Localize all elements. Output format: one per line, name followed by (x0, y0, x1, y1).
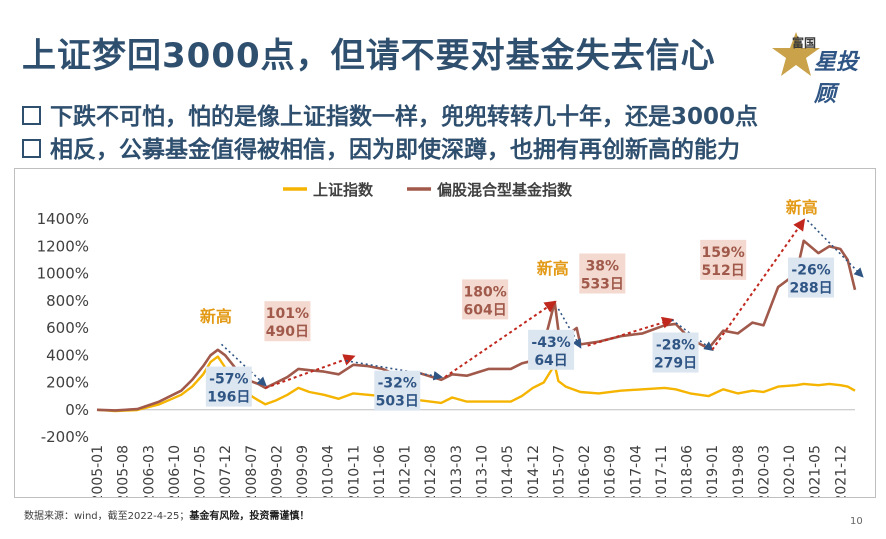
y-tick-label: -200% (41, 428, 89, 446)
x-tick-label: 2009-02 (269, 445, 285, 497)
loss-box (788, 257, 835, 298)
x-tick-label: 2015-07 (551, 445, 567, 497)
x-tick-label: 2007-12 (218, 445, 234, 497)
gain-arrow (587, 316, 675, 347)
source-text: 数据来源：wind，截至2022-4-25； (24, 511, 190, 522)
bullet-1: 下跌不可怕，怕的是像上证指数一样，兜兜转转几十年，还是3000点 (22, 97, 758, 131)
x-tick-label: 2005-01 (90, 445, 106, 497)
loss-box (374, 370, 421, 411)
x-tick-label: 2017-11 (654, 445, 670, 497)
series-line (96, 239, 857, 412)
chart-frame: -200% 0% 200% 400% 600% 800% 1000% 1200% 1400% 20… (14, 168, 876, 498)
loss-box (652, 332, 699, 373)
x-tick-label: 2012-08 (423, 445, 439, 497)
x-tick-label: 2010-11 (346, 445, 362, 497)
box-pct-label: 180% (464, 284, 507, 300)
x-tick-label: 2021-12 (833, 445, 849, 497)
box-pct-label: -28% (656, 338, 695, 354)
page-number: 10 (850, 516, 863, 527)
page-title: 上证梦回3000点，但请不要对基金失去信心 (22, 36, 716, 76)
x-tick-label: 2020-10 (782, 445, 798, 497)
x-tick-label: 2017-04 (628, 445, 644, 497)
box-pct-label: -57% (209, 372, 248, 388)
star-icon (772, 32, 820, 76)
source-note: 数据来源：wind，截至2022-4-25；基金有风险，投资需谨慎！ (24, 507, 309, 522)
box-days-label: 533日 (581, 277, 624, 293)
checkbox-icon (22, 106, 41, 125)
loss-arrow (345, 359, 444, 381)
new-high-label: 新高 (200, 307, 232, 326)
box-days-label: 64日 (534, 353, 567, 369)
risk-warning: 基金有风险，投资需谨慎！ (189, 511, 310, 522)
y-tick-label: 600% (46, 319, 89, 337)
new-high-label: 新高 (537, 259, 569, 278)
x-tick-label: 2014-12 (526, 445, 542, 497)
x-tick-label: 2018-06 (680, 445, 696, 497)
x-tick-label: 2012-01 (398, 445, 414, 497)
box-days-label: 279日 (654, 356, 697, 372)
x-tick-label: 2016-02 (577, 445, 593, 497)
x-tick-label: 2019-01 (705, 445, 721, 497)
y-tick-label: 0% (65, 401, 89, 419)
loss-box (205, 366, 252, 407)
loss-arrow (557, 308, 582, 349)
brand-logo: 富国 星投顾 (770, 30, 870, 107)
box-pct-label: -43% (531, 335, 570, 351)
x-tick-label: 2020-03 (756, 445, 772, 497)
box-days-label: 512日 (702, 263, 745, 279)
loss-arrow (220, 343, 267, 387)
box-days-label: 490日 (266, 324, 309, 340)
x-tick-label: 2006-10 (167, 445, 183, 497)
x-tick-label: 2005-08 (116, 445, 132, 497)
x-tick-label: 2008-07 (244, 445, 260, 497)
y-tick-label: 800% (46, 292, 89, 310)
x-tick-label: 2013-03 (449, 445, 465, 497)
x-tick-label: 2016-09 (603, 445, 619, 497)
legend-label: 偏股混合型基金指数 (437, 181, 573, 199)
x-tick-label: 2011-06 (372, 445, 388, 497)
logo-big-text: 星投顾 (814, 50, 859, 107)
new-high-label: 新高 (786, 198, 818, 217)
gain-box (579, 253, 626, 294)
box-days-label: 503日 (376, 394, 419, 410)
x-tick-label: 2013-10 (474, 445, 490, 497)
x-tick-label: 2010-04 (321, 445, 337, 497)
x-tick-label: 2009-09 (295, 445, 311, 497)
y-tick-label: 400% (46, 346, 89, 364)
line-chart: -200% 0% 200% 400% 600% 800% 1000% 1200% 1400% 20… (37, 181, 864, 497)
box-pct-label: 38% (586, 259, 620, 275)
box-pct-label: 101% (266, 306, 309, 322)
box-days-label: 604日 (464, 302, 507, 318)
x-tick-label: 2007-05 (193, 445, 209, 497)
loss-arrow (806, 219, 864, 278)
x-tick-label: 2014-05 (500, 445, 516, 497)
gain-box (462, 279, 509, 320)
box-days-label: 196日 (207, 390, 250, 406)
x-tick-label: 2021-05 (808, 445, 824, 497)
loss-box (528, 329, 575, 370)
box-days-label: 288日 (789, 281, 832, 297)
gain-box (264, 301, 311, 342)
box-pct-label: -26% (791, 263, 830, 279)
gain-arrow (444, 300, 557, 378)
box-pct-label: 159% (702, 245, 745, 261)
y-tick-label: 1400% (37, 210, 89, 228)
legend-label: 上证指数 (313, 181, 374, 199)
box-pct-label: -32% (378, 376, 417, 392)
x-tick-label: 2006-03 (141, 445, 157, 497)
y-tick-label: 1000% (37, 265, 89, 283)
gain-arrow (711, 218, 806, 351)
checkbox-icon (22, 139, 41, 158)
y-tick-label: 200% (46, 374, 89, 392)
logo-small-text: 富国 (792, 36, 817, 50)
bullet-2-text: 相反，公募基金值得被相信，因为即使深蹲，也拥有再创新高的能力 (50, 137, 740, 163)
x-tick-label: 2019-08 (731, 445, 747, 497)
bullet-2: 相反，公募基金值得被相信，因为即使深蹲，也拥有再创新高的能力 (22, 130, 740, 164)
y-tick-label: 1200% (37, 237, 89, 255)
bullet-1-text: 下跌不可怕，怕的是像上证指数一样，兜兜转转几十年，还是3000点 (50, 104, 759, 130)
gain-box (700, 239, 747, 280)
